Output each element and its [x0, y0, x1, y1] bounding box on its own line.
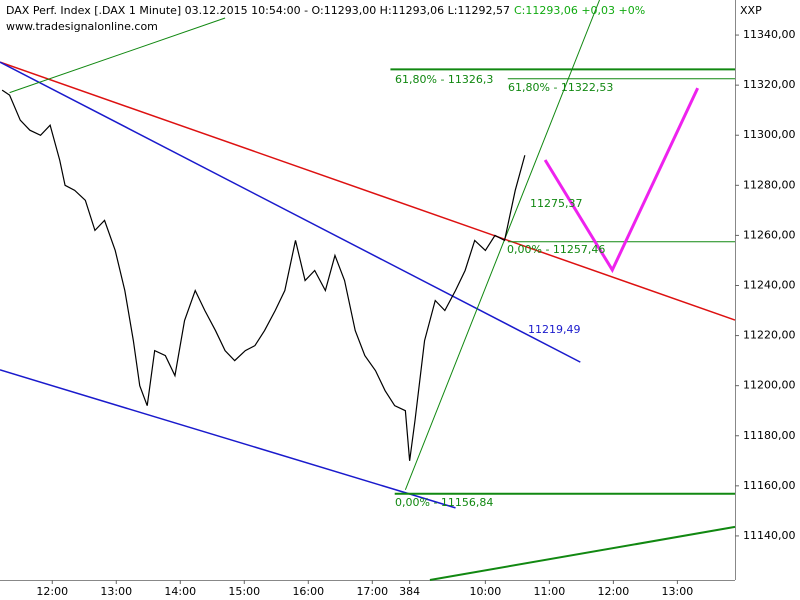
chart-title: DAX Perf. Index [.DAX 1 Minute] 03.12.20…: [6, 4, 510, 17]
y-tick-label: 11200,00: [743, 379, 796, 392]
y-tick-label: 11300,00: [743, 128, 796, 141]
change: C:11293,06 +0,03 +0%: [514, 4, 645, 17]
drawing-line: [0, 61, 736, 321]
y-tick-label: 11260,00: [743, 228, 796, 241]
y-tick-label: 11240,00: [743, 278, 796, 291]
y-axis-label: XXP: [740, 4, 762, 17]
y-tick-label: 11280,00: [743, 178, 796, 191]
drawing-line: [0, 61, 581, 363]
y-tick-label: 11160,00: [743, 479, 796, 492]
x-tick-label: 12:00: [36, 585, 68, 598]
y-tick-label: 11180,00: [743, 429, 796, 442]
y-tick-label: 11320,00: [743, 78, 796, 91]
annotation: 61,80% - 11322,53: [508, 81, 613, 94]
annotation: 0,00% - 11257,46: [507, 243, 605, 256]
header: DAX Perf. Index [.DAX 1 Minute] 03.12.20…: [6, 4, 645, 17]
annotation: 0,00% - 11156,84: [395, 496, 493, 509]
drawing-line: [543, 87, 700, 274]
annotation: 11275,37: [530, 197, 583, 210]
drawing-line: [0, 369, 456, 509]
x-tick-label: 13:00: [100, 585, 132, 598]
drawing-line: [9, 17, 226, 94]
x-tick-label: 384: [399, 585, 420, 598]
y-tick-label: 11140,00: [743, 529, 796, 542]
x-tick-label: 16:00: [292, 585, 324, 598]
x-tick-label: 13:00: [662, 585, 694, 598]
price-line: [1, 89, 526, 461]
x-tick-label: 17:00: [356, 585, 388, 598]
x-tick-label: 15:00: [228, 585, 260, 598]
x-tick-label: 10:00: [470, 585, 502, 598]
x-tick-label: 12:00: [598, 585, 630, 598]
x-tick-label: 14:00: [164, 585, 196, 598]
drawing-line: [404, 0, 600, 491]
y-tick-label: 11340,00: [743, 28, 796, 41]
y-tick-label: 11220,00: [743, 329, 796, 342]
source: www.tradesignalonline.com: [6, 20, 158, 33]
annotation: 61,80% - 11326,3: [395, 73, 493, 86]
x-tick-label: 11:00: [534, 585, 566, 598]
drawing-line: [429, 525, 736, 581]
annotation: 11219,49: [528, 323, 581, 336]
